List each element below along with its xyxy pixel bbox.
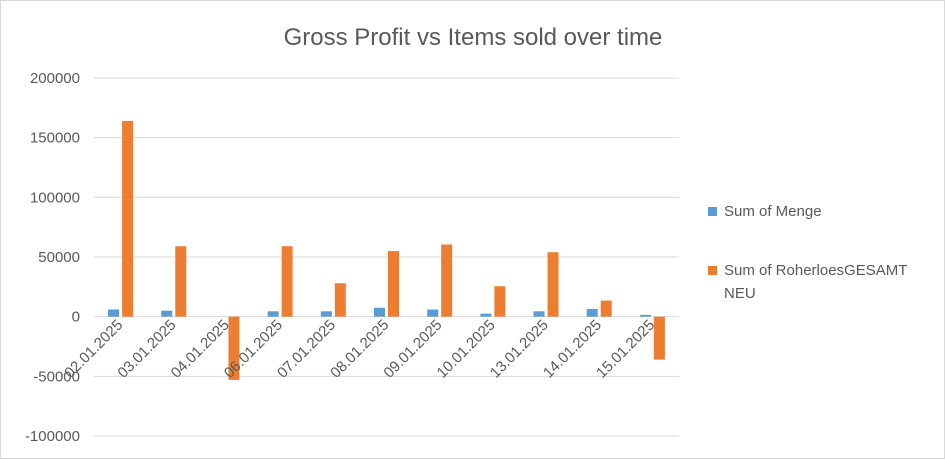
bar-roherloes-02.01.2025 [122, 120, 134, 317]
legend-swatch [708, 266, 717, 275]
bar-roherloes-09.01.2025 [441, 244, 453, 317]
chart-title: Gross Profit vs Items sold over time [284, 24, 663, 51]
bar-roherloes-15.01.2025 [653, 316, 665, 360]
bar-roherloes-14.01.2025 [600, 300, 612, 317]
y-tick-label: 150000 [30, 130, 80, 147]
y-tick-label: 200000 [30, 70, 80, 87]
bar-roherloes-13.01.2025 [547, 252, 559, 317]
bar-menge-13.01.2025 [533, 311, 545, 317]
bar-menge-06.01.2025 [267, 311, 279, 317]
x-axis-ticks: 02.01.202503.01.202504.01.202506.01.2025… [61, 316, 658, 381]
legend-label: Sum of Menge [724, 203, 822, 220]
x-tick-label: 15.01.2025 [593, 316, 658, 381]
legend-label: NEU [724, 285, 756, 302]
bars [108, 120, 665, 380]
bar-menge-09.01.2025 [427, 309, 439, 317]
bar-roherloes-07.01.2025 [334, 283, 346, 317]
legend: Sum of Menge Sum of RoherloesGESAMT NEU [708, 203, 907, 302]
bar-roherloes-06.01.2025 [281, 246, 293, 317]
y-tick-label: 0 [72, 309, 80, 326]
bar-menge-02.01.2025 [108, 309, 120, 317]
y-tick-label: 100000 [30, 189, 80, 206]
y-tick-label: -50000 [33, 368, 80, 385]
legend-swatch [708, 207, 717, 216]
bar-menge-08.01.2025 [374, 307, 385, 317]
bar-roherloes-08.01.2025 [388, 251, 399, 317]
y-axis-ticks: 200000 150000 100000 50000 0 -50000 -100000 [25, 70, 80, 445]
bar-menge-10.01.2025 [480, 313, 492, 317]
bar-roherloes-04.01.2025 [228, 316, 240, 380]
bar-menge-15.01.2025 [639, 314, 651, 317]
bar-menge-07.01.2025 [320, 311, 332, 317]
y-tick-label: -100000 [25, 428, 80, 445]
grid-lines [94, 77, 679, 437]
y-tick-label: 50000 [38, 249, 80, 266]
bar-roherloes-03.01.2025 [175, 246, 187, 317]
bar-menge-03.01.2025 [161, 310, 173, 317]
legend-label: Sum of RoherloesGESAMT [724, 262, 907, 279]
bar-menge-14.01.2025 [586, 308, 598, 317]
bar-roherloes-10.01.2025 [494, 286, 506, 317]
